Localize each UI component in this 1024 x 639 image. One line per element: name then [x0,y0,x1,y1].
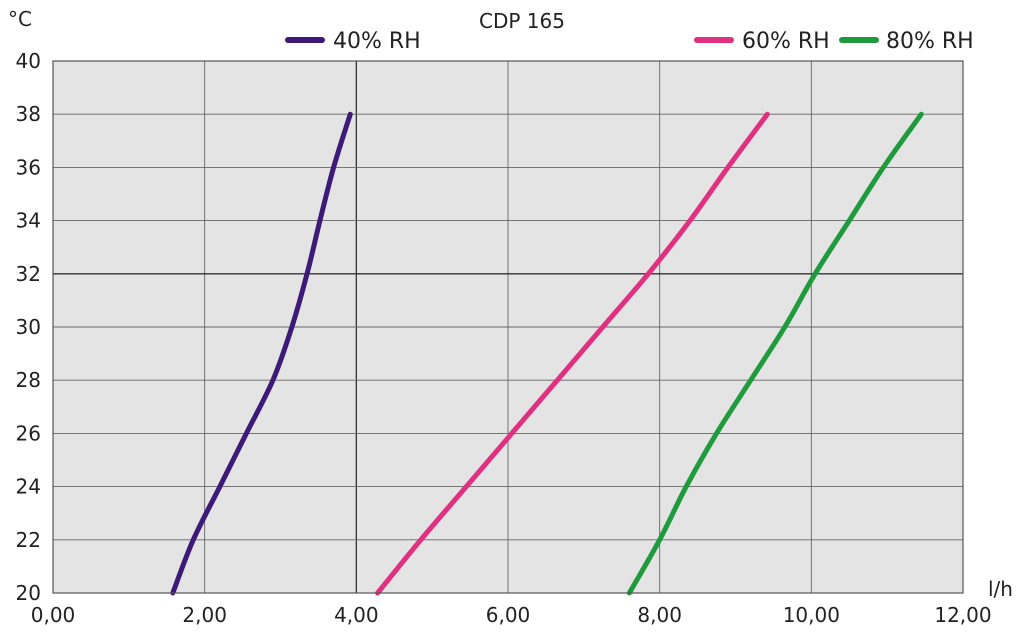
plot-border [52,60,964,594]
legend-label-40rh: 40% RH [333,29,421,54]
series-line-40rh [170,111,353,596]
y-tick-label: 32 [16,262,41,286]
chart-title: CDP 165 [479,9,565,33]
x-tick-label: 4,00 [334,603,379,627]
x-tick-label: 6,00 [486,603,531,627]
x-tick-label: 10,00 [783,603,840,627]
x-axis-ticks: 0,00 2,00 4,00 6,00 8,00 10,00 12,00 [31,603,992,627]
series-line-60rh [375,111,770,596]
y-tick-label: 30 [16,315,41,339]
x-tick-label: 2,00 [182,603,227,627]
x-axis-unit: l/h [988,577,1013,601]
x-tick-label: 0,00 [31,603,76,627]
x-tick-label: 12,00 [934,603,991,627]
y-axis-unit: °C [8,7,32,31]
grid [53,61,963,593]
y-tick-label: 20 [16,581,41,605]
series-line-80rh [626,111,924,596]
y-tick-label: 26 [16,421,41,445]
series-lines [170,111,924,596]
y-tick-label: 24 [16,475,41,499]
y-tick-label: 22 [16,528,41,552]
x-tick-label: 8,00 [637,603,682,627]
y-tick-label: 28 [16,368,41,392]
y-tick-label: 38 [16,102,41,126]
legend-label-60rh: 60% RH [742,29,830,54]
y-tick-label: 34 [16,209,41,233]
y-tick-label: 36 [16,155,41,179]
y-tick-label: 40 [16,49,41,73]
y-axis-ticks: 20 22 24 26 28 30 32 34 36 38 40 [16,49,41,605]
legend-label-80rh: 80% RH [886,29,974,54]
legend: 40% RH 60% RH 80% RH [285,29,974,54]
